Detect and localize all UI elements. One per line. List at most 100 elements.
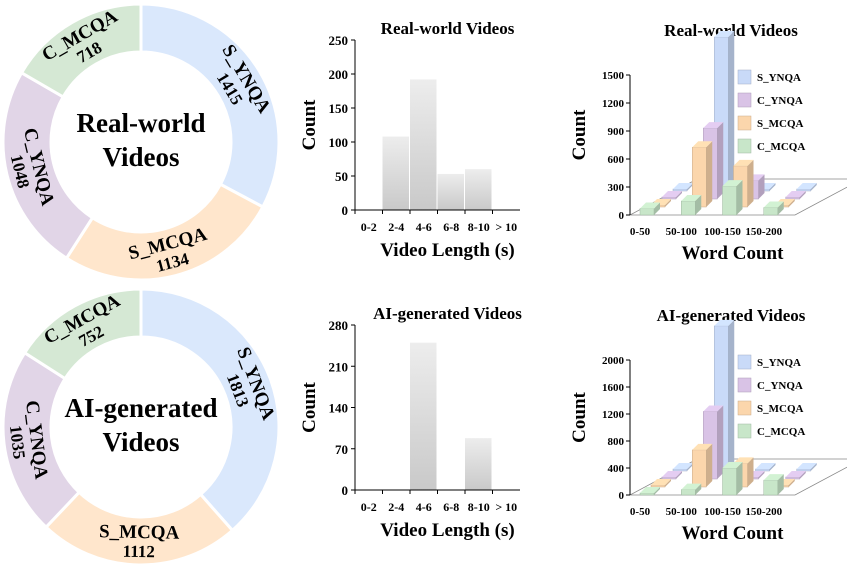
bar-side <box>654 202 660 215</box>
bar-2-4 <box>382 136 409 210</box>
x-tick-label: 100-150 <box>704 226 741 238</box>
bar-side <box>665 479 671 487</box>
y-tick-label: 1500 <box>602 70 625 82</box>
y-tick-label: 1200 <box>602 409 625 421</box>
bar3d-c-mcqa-100-150 <box>722 462 743 496</box>
y-tick-label: 150 <box>329 101 349 116</box>
bar-top <box>733 159 754 166</box>
bar-4-6 <box>410 79 437 210</box>
histogram-real-world-length: Real-world Videos 0 50 100 150 200 250 0-2 2-4 4-… <box>299 19 520 261</box>
bar-side <box>706 443 713 487</box>
x-tick-label: 0-2 <box>361 220 377 234</box>
legend-swatch-c-ynqa <box>737 377 752 393</box>
bar-front <box>681 489 696 496</box>
bar-top <box>785 471 806 477</box>
legend-label-c-mcqa: C_MCQA <box>757 141 805 153</box>
bar-top <box>733 457 754 464</box>
y-tick-label: 0 <box>342 203 349 218</box>
bar-top <box>681 483 702 490</box>
x-tick-label: 8-10 <box>468 220 490 234</box>
bar-top <box>640 202 660 209</box>
bar-side <box>799 191 806 199</box>
bar-front <box>785 196 800 200</box>
bar-front <box>692 449 707 488</box>
bar-front <box>639 492 655 496</box>
bar3d-c-mcqa-150-200 <box>763 474 784 496</box>
bar-top <box>673 463 693 469</box>
bar-top <box>692 443 713 450</box>
bar-side <box>758 174 765 199</box>
bar-front <box>796 468 811 472</box>
legend-label-s-mcqa: S_MCQA <box>757 118 804 130</box>
x-tick-label: 0-50 <box>630 506 651 518</box>
slice-name: S_MCQA <box>99 521 180 543</box>
bar-side <box>695 483 702 495</box>
bar-top <box>722 180 743 187</box>
bar3d-real-world-words: Real-world Videos 0 300 600 900 1200 1500 0-50 5… <box>569 21 847 264</box>
x-axis-label: Word Count <box>682 523 785 544</box>
bar-front <box>661 196 677 200</box>
chart-title: AI-generated Videos <box>657 306 806 325</box>
bar-top <box>714 319 735 326</box>
donut-center-label: Videos <box>102 142 179 172</box>
y-tick-label: 2000 <box>602 355 625 367</box>
y-axis-label: Count <box>299 99 320 150</box>
donut-chart-ai-generated: S_YNQA1813S_MCQA1112C_YNQA1035C_MCQA752A… <box>1 287 281 565</box>
bar-top <box>722 462 743 468</box>
x-tick-label: 6-8 <box>443 220 459 234</box>
x-tick-label: 50-100 <box>666 226 698 238</box>
bar-front <box>681 200 696 216</box>
y-axis-label: Count <box>569 391 590 442</box>
bar-top <box>703 405 724 412</box>
y-tick-label: 200 <box>329 67 349 82</box>
y-tick-label: 250 <box>329 33 349 48</box>
bar-8-10 <box>465 169 492 210</box>
bar-side <box>747 159 754 207</box>
legend-label-s-mcqa: S_MCQA <box>757 403 804 415</box>
bar-side <box>728 319 735 471</box>
y-tick-label: 210 <box>329 359 349 374</box>
legend-swatch-c-mcqa <box>737 138 752 154</box>
bar-side <box>676 471 682 479</box>
legend-label-c-ynqa: C_YNQA <box>757 380 803 392</box>
y-tick-label: 0 <box>342 483 349 498</box>
bar-side <box>758 471 765 479</box>
bar-front <box>722 467 737 496</box>
bar3d-c-ynqa-150-200 <box>785 471 806 480</box>
donut-chart-real-world: S_YNQA1415S_MCQA1134C_YNQA1048C_MCQA718R… <box>1 2 281 282</box>
x-tick-label: > 10 <box>495 220 517 234</box>
x-tick-label: 50-100 <box>666 506 698 518</box>
x-tick-label: 2-4 <box>388 500 404 514</box>
bar3d-s-mcqa-0-50 <box>650 479 671 488</box>
bar-top <box>796 463 817 469</box>
bar3d-s-ynqa-0-50 <box>672 183 693 192</box>
bar-side <box>747 457 754 487</box>
x-tick-label: 0-2 <box>361 500 377 514</box>
y-tick-label: 300 <box>608 182 625 194</box>
bar-8-10 <box>465 438 492 490</box>
bar-top <box>651 479 671 485</box>
donut-slice-s-mcqa <box>64 182 265 282</box>
slice-value: 1035 <box>6 424 29 460</box>
bar-side <box>810 183 817 191</box>
y-tick-label: 600 <box>608 154 625 166</box>
bar-side <box>769 463 776 471</box>
bar-side <box>687 183 693 191</box>
bar-top <box>796 183 817 189</box>
bar-side <box>717 405 724 479</box>
bar-side <box>695 195 702 215</box>
y-tick-label: 900 <box>608 126 625 138</box>
legend-swatch-s-mcqa <box>737 400 752 416</box>
bar-front <box>763 479 778 496</box>
bar-top <box>703 122 724 129</box>
y-tick-label: 1600 <box>602 382 625 394</box>
donut-center-label: AI-generated <box>65 393 218 423</box>
donut-slice-s-ynqa <box>139 287 281 533</box>
x-tick-label: 6-8 <box>443 500 459 514</box>
bar-side <box>777 474 784 495</box>
x-axis-label: Word Count <box>682 243 785 264</box>
chart-title: Real-world Videos <box>664 21 798 40</box>
bar-front <box>796 188 811 192</box>
bar-front <box>672 188 688 192</box>
